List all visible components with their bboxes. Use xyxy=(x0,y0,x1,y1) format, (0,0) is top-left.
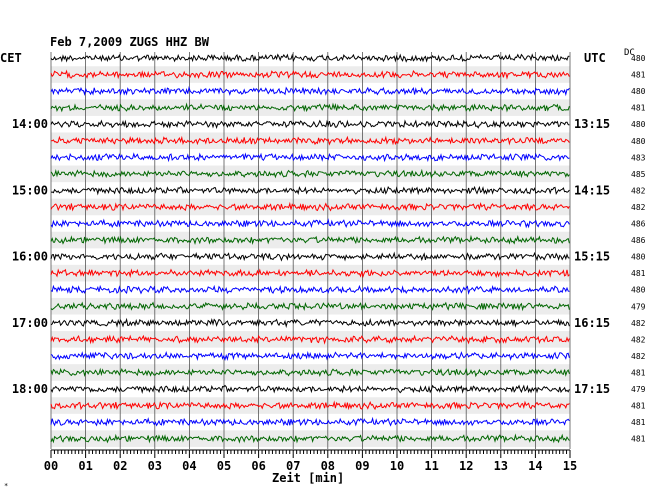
x-tick-label: 12 xyxy=(459,459,473,473)
dc-offset-value: 483 xyxy=(631,153,646,162)
seismic-trace xyxy=(50,416,570,427)
seismic-trace xyxy=(50,301,570,312)
left-hour-label: 15:00 xyxy=(12,183,48,197)
dc-offset-value: 482 xyxy=(631,319,646,328)
dc-offset-value: 480 xyxy=(631,253,646,262)
dc-column-header: DC xyxy=(624,48,635,58)
row-stripe xyxy=(51,297,570,315)
seismic-trace xyxy=(50,284,570,295)
x-tick-label: 05 xyxy=(217,459,231,473)
seismic-trace xyxy=(50,251,570,262)
left-hour-label: 17:00 xyxy=(12,316,48,330)
x-tick-label: 15 xyxy=(563,459,577,473)
x-axis-label: Zeit [min] xyxy=(272,471,345,485)
seismic-trace xyxy=(50,400,570,411)
corner-mark: * xyxy=(4,482,9,490)
x-tick-label: 03 xyxy=(148,459,162,473)
left-hour-label: 18:00 xyxy=(12,382,48,396)
label-layer: 00 01 02 03 04 05 06 07 08 09 10 11 12 13 14 15 14:00 15:… xyxy=(12,54,646,473)
dc-offset-value: 482 xyxy=(631,335,646,344)
x-tick-label: 10 xyxy=(390,459,404,473)
seismic-trace xyxy=(50,85,570,97)
seismic-trace xyxy=(51,135,570,146)
seismic-trace xyxy=(50,53,570,63)
dc-offset-value: 481 xyxy=(631,269,646,278)
seismic-trace xyxy=(50,69,570,80)
seismic-trace xyxy=(50,185,570,196)
x-tick-label: 01 xyxy=(78,459,92,473)
dc-offset-value: 480 xyxy=(631,54,646,63)
left-hour-label: 16:00 xyxy=(12,250,48,264)
right-hour-label: 16:15 xyxy=(574,316,610,330)
right-hour-label: 15:15 xyxy=(574,250,610,264)
x-tick-label: 02 xyxy=(113,459,127,473)
dc-offset-value: 481 xyxy=(631,418,646,427)
seismic-trace xyxy=(50,234,570,245)
right-hour-label: 17:15 xyxy=(574,382,610,396)
dc-offset-value: 481 xyxy=(631,402,646,411)
x-tick-label: 08 xyxy=(321,459,335,473)
seismic-trace xyxy=(50,268,570,279)
seismic-trace xyxy=(50,218,570,229)
x-tick-label: 14 xyxy=(528,459,542,473)
seismic-trace xyxy=(50,317,570,329)
seismic-trace xyxy=(50,433,570,444)
seismic-trace xyxy=(50,152,570,163)
seismic-trace xyxy=(50,119,570,130)
dc-offset-value: 481 xyxy=(631,104,646,113)
dc-offset-value: 486 xyxy=(631,220,646,229)
right-hour-label: 14:15 xyxy=(574,183,610,197)
seismic-trace xyxy=(50,350,570,362)
x-tick-label: 04 xyxy=(182,459,196,473)
dc-offset-value: 482 xyxy=(631,186,646,195)
dc-offset-value: 486 xyxy=(631,236,646,245)
row-stripe xyxy=(51,231,570,249)
dc-offset-value: 481 xyxy=(631,368,646,377)
x-tick-label: 11 xyxy=(424,459,438,473)
x-tick-label: 07 xyxy=(286,459,300,473)
right-hour-label: 13:15 xyxy=(574,117,610,131)
x-tick-label: 00 xyxy=(44,459,58,473)
dc-offset-value: 479 xyxy=(631,385,646,394)
dc-offset-value: 482 xyxy=(631,352,646,361)
trace-layer xyxy=(50,53,570,444)
seismic-trace xyxy=(50,334,570,345)
dc-offset-value: 481 xyxy=(631,435,646,444)
seismic-trace xyxy=(50,384,570,395)
x-tick-label: 09 xyxy=(355,459,369,473)
dc-offset-value: 480 xyxy=(631,137,646,146)
dc-offset-value: 479 xyxy=(631,302,646,311)
dc-offset-value: 480 xyxy=(631,120,646,129)
row-stripe xyxy=(51,430,570,447)
left-hour-label: 14:00 xyxy=(12,117,48,131)
x-tick-label: 06 xyxy=(251,459,265,473)
seismic-trace xyxy=(50,102,570,113)
row-stripe xyxy=(51,198,570,216)
dc-offset-value: 482 xyxy=(631,203,646,212)
seismic-trace xyxy=(50,201,570,212)
dc-offset-value: 485 xyxy=(631,170,646,179)
dc-offset-value: 480 xyxy=(631,286,646,295)
x-axis xyxy=(50,449,571,458)
right-timezone-label: UTC xyxy=(584,51,606,65)
dc-offset-value: 481 xyxy=(631,71,646,80)
chart-title: Feb 7,2009 ZUGS HHZ BW xyxy=(50,35,209,49)
dc-offset-value: 480 xyxy=(631,87,646,96)
seismic-trace xyxy=(50,168,570,179)
seismic-trace xyxy=(50,367,570,378)
left-timezone-label: CET xyxy=(0,51,22,65)
x-tick-label: 13 xyxy=(494,459,508,473)
